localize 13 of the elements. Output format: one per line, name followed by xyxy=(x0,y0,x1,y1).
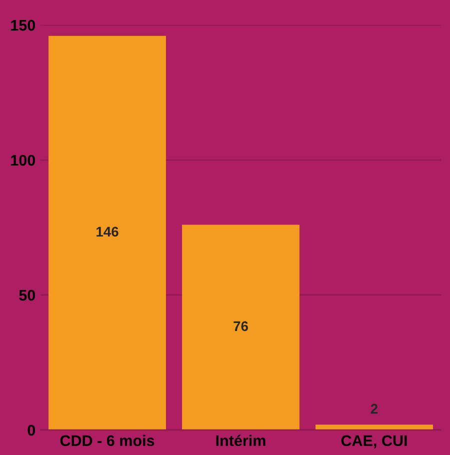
y-tick-label: 50 xyxy=(19,290,36,301)
data-label: 76 xyxy=(234,321,248,332)
y-tick-label: 150 xyxy=(11,20,36,31)
bar xyxy=(48,36,166,430)
x-tick-label: Intérim xyxy=(216,434,266,446)
x-tick-label: CAE, CUI xyxy=(341,435,407,448)
y-tick-label: 100 xyxy=(11,154,36,166)
bar xyxy=(182,224,300,430)
y-tick-label: 0 xyxy=(28,424,36,436)
data-label: 146 xyxy=(96,226,118,237)
x-tick-label: CDD - 6 mois xyxy=(60,434,154,446)
bar xyxy=(316,424,433,430)
data-label: 2 xyxy=(370,404,378,414)
